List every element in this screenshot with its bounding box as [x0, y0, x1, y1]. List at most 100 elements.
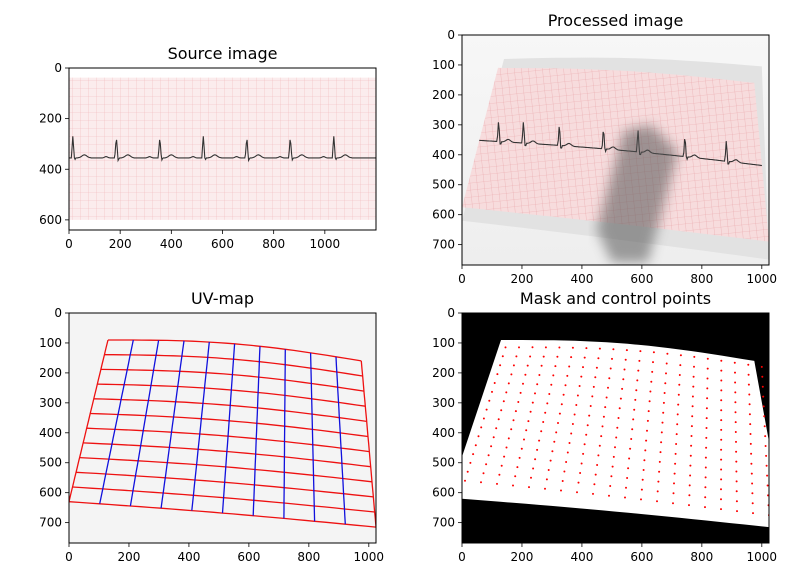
control-point — [578, 385, 581, 387]
control-point — [688, 494, 691, 497]
control-point — [690, 425, 693, 428]
control-point — [637, 369, 640, 372]
control-point — [661, 421, 664, 424]
control-point — [549, 459, 552, 462]
control-point — [662, 401, 665, 404]
x-tick-label: 0 — [65, 550, 73, 564]
control-point — [570, 356, 573, 359]
y-tick-label: 300 — [39, 396, 62, 410]
control-point — [656, 490, 659, 493]
control-point — [690, 435, 693, 437]
control-point — [512, 484, 514, 487]
control-point — [493, 382, 496, 384]
control-point — [705, 417, 708, 420]
control-point — [658, 460, 661, 463]
control-point — [704, 496, 707, 499]
uv-v-line — [129, 340, 160, 507]
control-point — [704, 456, 707, 459]
control-point — [673, 482, 675, 485]
control-point — [720, 438, 723, 441]
control-point — [720, 379, 723, 382]
uv-v-line — [160, 340, 185, 509]
control-point — [510, 428, 513, 431]
control-point — [704, 466, 707, 469]
control-point — [540, 430, 543, 433]
control-point — [608, 494, 610, 497]
control-point — [720, 458, 723, 461]
control-point — [610, 475, 613, 478]
control-point — [466, 470, 469, 473]
x-tick-label: 800 — [297, 550, 320, 564]
y-tick-label: 700 — [432, 238, 455, 252]
y-tick-label: 200 — [39, 112, 62, 126]
control-point — [503, 455, 506, 458]
control-point — [485, 463, 488, 466]
control-point — [600, 435, 603, 438]
control-point — [734, 421, 737, 424]
control-point — [676, 423, 679, 426]
control-point — [735, 500, 738, 503]
control-point — [635, 389, 638, 392]
mask-region — [462, 340, 769, 528]
control-point — [629, 447, 632, 450]
control-point — [735, 470, 738, 473]
control-point — [538, 374, 541, 376]
control-point — [520, 447, 523, 450]
control-point — [766, 474, 769, 477]
control-point — [672, 502, 674, 505]
control-point — [592, 492, 594, 495]
control-point — [611, 465, 614, 468]
control-point — [747, 363, 750, 366]
control-point — [582, 452, 585, 455]
control-point — [518, 456, 521, 459]
control-point — [720, 389, 723, 392]
control-point — [544, 411, 547, 414]
control-point — [570, 432, 573, 435]
control-point — [720, 409, 723, 412]
control-point — [720, 478, 723, 481]
control-point — [598, 347, 601, 350]
control-point — [616, 426, 619, 429]
control-point — [507, 437, 510, 440]
control-point — [735, 480, 738, 483]
control-point — [704, 486, 707, 489]
control-point — [665, 372, 667, 375]
control-point — [640, 488, 643, 491]
control-point — [523, 438, 525, 441]
control-point — [609, 367, 612, 370]
control-point — [514, 475, 517, 478]
control-point — [751, 502, 754, 505]
control-point — [474, 444, 477, 447]
control-point — [760, 365, 763, 368]
control-point — [592, 385, 595, 388]
control-point — [612, 348, 615, 351]
y-tick-label: 500 — [39, 456, 62, 470]
control-point — [674, 462, 677, 465]
ecg-trace — [69, 136, 376, 163]
control-point — [617, 417, 620, 419]
control-point — [689, 454, 692, 457]
control-point — [542, 355, 545, 358]
control-point — [646, 419, 649, 422]
control-point — [636, 379, 639, 382]
control-point — [705, 446, 708, 449]
control-point — [749, 423, 752, 426]
control-point — [750, 472, 753, 475]
control-point — [720, 488, 722, 491]
control-point — [734, 381, 737, 384]
control-point — [735, 460, 738, 463]
control-point — [512, 419, 515, 422]
control-point — [761, 385, 764, 388]
control-point — [571, 346, 574, 349]
uv-v-line — [221, 343, 236, 514]
control-point — [678, 374, 681, 376]
x-tick-label: 200 — [118, 550, 141, 564]
y-tick-label: 200 — [432, 88, 455, 102]
control-point — [627, 467, 630, 470]
control-point — [748, 393, 751, 396]
control-point — [557, 422, 559, 424]
control-point — [502, 400, 505, 403]
control-point — [500, 409, 503, 412]
x-tick-label: 600 — [630, 550, 653, 564]
